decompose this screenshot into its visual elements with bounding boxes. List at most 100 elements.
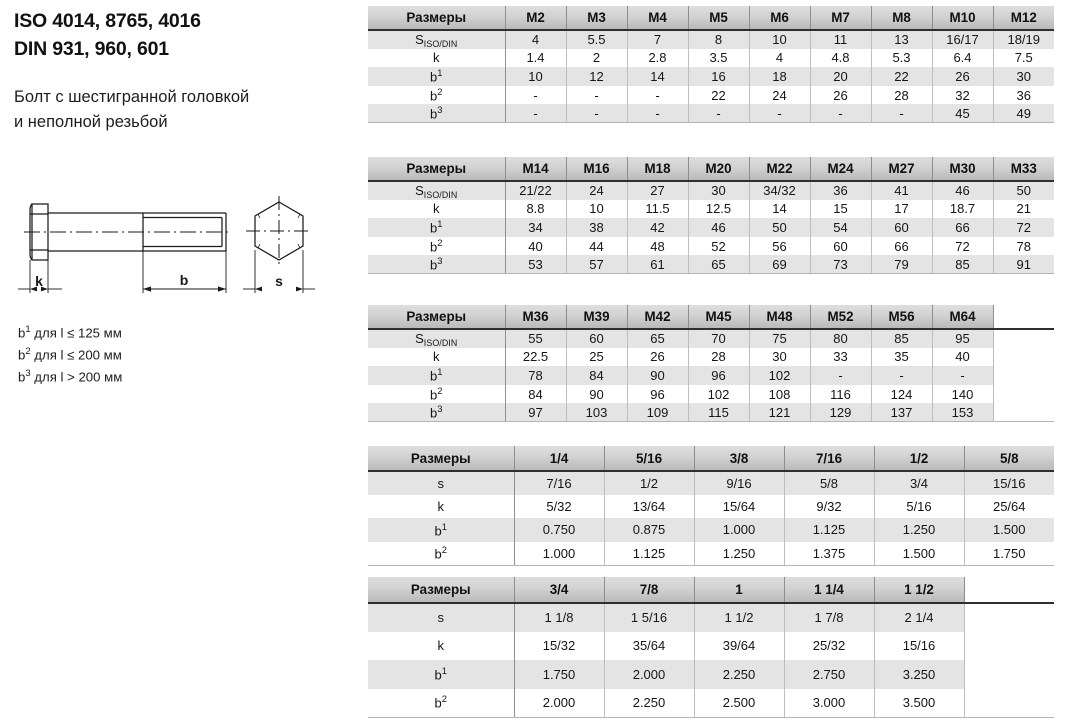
column-header-M36: M36 xyxy=(504,305,566,330)
column-header-M12: M12 xyxy=(992,6,1054,31)
table-cell: 18 xyxy=(748,67,810,86)
footnote-b2: b2 для l ≤ 200 мм xyxy=(18,344,122,366)
dimension-table-imperial-threequarters-oneandhalf: Размеры 3/4 7/8 1 1 1/4 1 1/2 s 1 1/8 1 5/16 1 1/… xyxy=(368,577,1054,718)
table-cell: 32 xyxy=(931,85,993,105)
row-label: b2 xyxy=(368,85,505,105)
table-cell: 78 xyxy=(992,236,1054,256)
table-header-row: Размеры 1/4 5/16 3/8 7/16 1/2 5/8 xyxy=(368,446,1054,472)
table-cell: 18.7 xyxy=(931,199,993,219)
table-cell: 11.5 xyxy=(626,199,688,219)
table-cell: 69 xyxy=(748,255,810,275)
table-cell: 116 xyxy=(809,384,871,404)
table-cell: 30 xyxy=(687,181,749,200)
table-header-row: Размеры M14 M16 M18 M20 M22 M24 M27 M30 M33 xyxy=(368,157,1054,182)
row-label-superscript: 1 xyxy=(437,68,443,79)
table-cell xyxy=(992,384,1054,404)
table-cell: 16 xyxy=(687,67,749,86)
table-row: b3 53 57 61 65 69 73 79 85 91 xyxy=(368,255,1054,275)
table-cell: 5/16 xyxy=(873,494,964,518)
table-header-row: Размеры M36 M39 M42 M45 M48 M52 M56 M64 xyxy=(368,305,1054,330)
table-cell: 96 xyxy=(687,366,749,385)
table-cell: 8 xyxy=(687,30,749,49)
table-cell: 1.000 xyxy=(513,541,604,566)
column-header-M42: M42 xyxy=(626,305,688,330)
column-header-empty xyxy=(963,577,1054,604)
table-cell: 65 xyxy=(687,255,749,275)
table-cell: 34 xyxy=(504,218,566,237)
table-cell: 21/22 xyxy=(504,181,566,200)
table-row: b2 84 90 96 102 108 116 124 140 xyxy=(368,384,1054,404)
table-cell: 50 xyxy=(992,181,1054,200)
table-cell: 1.375 xyxy=(783,541,874,566)
table-cell: 4 xyxy=(504,30,566,49)
table-cell: 90 xyxy=(626,366,688,385)
row-label-symbol: S xyxy=(415,331,424,347)
table-cell: 45 xyxy=(931,104,993,124)
table-cell: 25/32 xyxy=(783,631,874,660)
table-cell: 54 xyxy=(809,218,871,237)
table-cell: - xyxy=(870,104,932,124)
table-cell: 35 xyxy=(870,347,932,367)
info-panel: ISO 4014, 8765, 4016 DIN 931, 960, 601 Б… xyxy=(14,8,360,708)
table-cell: 66 xyxy=(931,218,993,237)
table-cell: 129 xyxy=(809,403,871,423)
table-cell: - xyxy=(504,104,566,124)
table-cell: 49 xyxy=(992,104,1054,124)
column-header-M20: M20 xyxy=(687,157,749,182)
row-label: k xyxy=(368,347,505,367)
table-cell: 15/16 xyxy=(873,631,964,660)
row-label-symbol: S xyxy=(415,32,424,48)
column-header-M64: M64 xyxy=(931,305,993,330)
table-cell: 2.000 xyxy=(513,688,604,718)
table-cell: 1.750 xyxy=(513,660,604,689)
row-label-symbol: b xyxy=(430,257,438,273)
column-header-5-16: 5/16 xyxy=(603,446,694,472)
row-label: k xyxy=(368,631,514,660)
table-cell: 11 xyxy=(809,30,871,49)
table-cell: 72 xyxy=(992,218,1054,237)
column-header-1-2: 1/2 xyxy=(873,446,964,472)
table-cell: 21 xyxy=(992,199,1054,219)
row-label-symbol: s xyxy=(437,475,445,491)
row-label: b1 xyxy=(368,518,514,542)
description-line-2: и неполной резьбой xyxy=(14,112,168,131)
table-cell: 57 xyxy=(565,255,627,275)
table-row: b1 34 38 42 46 50 54 60 66 72 xyxy=(368,218,1054,237)
table-cell: 40 xyxy=(504,236,566,256)
column-header-sizes: Размеры xyxy=(368,157,505,182)
table-cell: 46 xyxy=(931,181,993,200)
row-label-symbol: b xyxy=(434,522,442,538)
footnote-superscript: 1 xyxy=(25,324,31,335)
table-cell: - xyxy=(931,366,993,385)
table-cell: 5/8 xyxy=(783,471,874,495)
table-cell: 17 xyxy=(870,199,932,219)
row-label: b1 xyxy=(368,218,505,237)
table-cell: 65 xyxy=(626,329,688,348)
table-cell: 108 xyxy=(748,384,810,404)
table-cell: 0.875 xyxy=(603,518,694,542)
table-row: s 7/16 1/2 9/16 5/8 3/4 15/16 xyxy=(368,471,1054,495)
table-cell: - xyxy=(565,104,627,124)
dimension-table-metric-m14-m33: Размеры M14 M16 M18 M20 M22 M24 M27 M30 M33 SISO/D… xyxy=(368,157,1054,275)
table-cell: 12 xyxy=(565,67,627,86)
table-cell: 96 xyxy=(626,384,688,404)
table-cell: 1.500 xyxy=(963,518,1054,542)
row-label-symbol: b xyxy=(430,69,438,85)
table-cell: 10 xyxy=(748,30,810,49)
column-header-M27: M27 xyxy=(870,157,932,182)
column-header-sizes: Размеры xyxy=(368,446,514,472)
table-cell: 97 xyxy=(504,403,566,423)
table-cell: 46 xyxy=(687,218,749,237)
column-header-M10: M10 xyxy=(931,6,993,31)
standard-line-din: DIN 931, 960, 601 xyxy=(14,37,169,60)
table-row: b2- - -22 24 26 28 32 36 xyxy=(368,85,1054,105)
footnote-text: для l ≤ 125 мм xyxy=(30,325,122,341)
table-cell: 42 xyxy=(626,218,688,237)
column-header-1-4: 1/4 xyxy=(513,446,604,472)
column-header-M22: M22 xyxy=(748,157,810,182)
table-cell: 3.500 xyxy=(873,688,964,718)
table-cell: 20 xyxy=(809,67,871,86)
spec-table: Размеры 1/4 5/16 3/8 7/16 1/2 5/8 s 7/16 1/2 9/16 5… xyxy=(368,446,1054,566)
table-row: k 1.4 2 2.8 3.5 4 4.8 5.3 6.4 7.5 xyxy=(368,48,1054,68)
table-row: b2 40 44 48 52 56 60 66 72 78 xyxy=(368,236,1054,256)
